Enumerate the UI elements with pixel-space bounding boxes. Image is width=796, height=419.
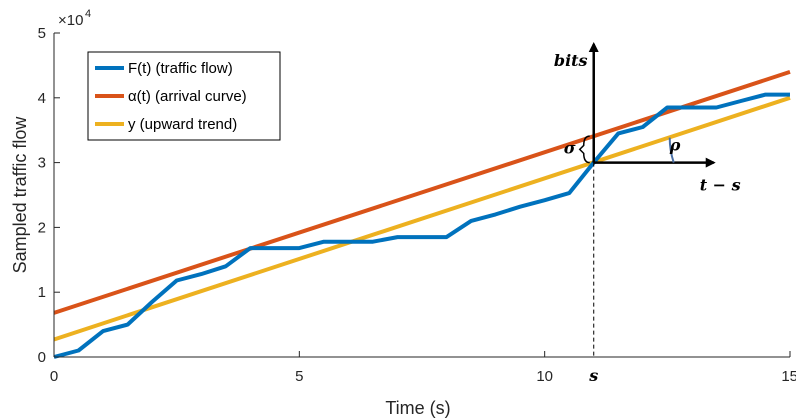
series-line-y (53, 95, 791, 342)
x-tick-label: 0 (50, 368, 58, 385)
legend-label-traffic-flow: F(t) (traffic flow) (128, 60, 233, 77)
legend-label-upward-trend: y (upward trend) (128, 116, 237, 133)
x-tick-label: 15 (781, 368, 796, 385)
y-tick-label: 1 (38, 284, 46, 301)
legend: F(t) (traffic flow) α(t) (arrival curve)… (87, 51, 281, 141)
rho-label: ρ (669, 136, 681, 155)
y-exponent-power: 4 (85, 8, 91, 20)
y-tick-label: 4 (38, 90, 46, 107)
x-axis-label: Time (s) (385, 398, 450, 418)
y-tick-label: 3 (38, 155, 46, 172)
y-axis-label: Sampled traffic flow (10, 116, 30, 274)
x-tick-label: 10 (536, 368, 553, 385)
s-tick-label: s (588, 366, 598, 385)
series-layer (53, 69, 791, 359)
series-line-αt (53, 69, 791, 315)
y-tick-label: 2 (38, 219, 46, 236)
rho-angle-arc (668, 137, 675, 163)
t-minus-s-label: t − s (700, 176, 741, 195)
ticks-layer: 0 5 10 15 0 1 2 3 4 5 (38, 25, 796, 385)
y-tick-label: 0 (38, 349, 46, 366)
bits-label: bits (554, 51, 588, 70)
x-tick-label: 5 (295, 368, 303, 385)
sigma-label: σ (564, 139, 576, 158)
series-line-ft (53, 92, 790, 359)
y-tick-label: 5 (38, 25, 46, 42)
sigma-brace (578, 135, 590, 164)
y-exponent-base: ×10 (58, 12, 83, 29)
legend-label-arrival-curve: α(t) (arrival curve) (128, 88, 247, 105)
